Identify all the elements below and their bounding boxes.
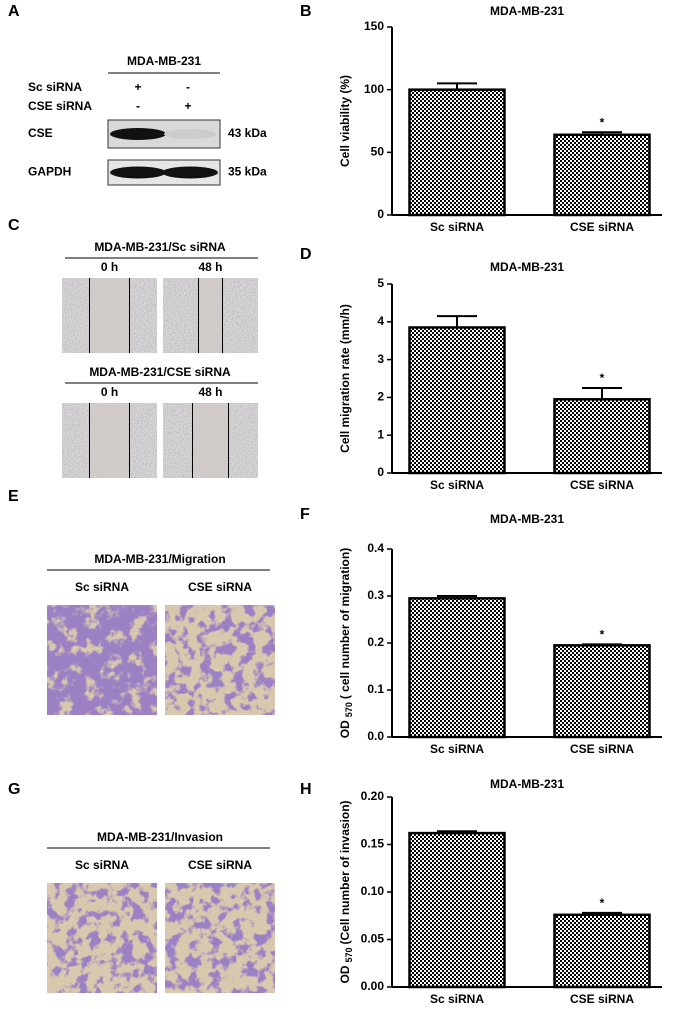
blot-band — [164, 129, 216, 139]
time-label: 48 h — [198, 385, 222, 399]
blot-band — [110, 128, 166, 140]
condition-label: Sc siRNA — [28, 80, 82, 94]
y-axis-label-part: OD — [338, 720, 352, 738]
group-title: MDA-MB-231/CSE siRNA — [89, 365, 231, 379]
group-label: Sc siRNA — [75, 580, 129, 594]
group-label: CSE siRNA — [188, 858, 252, 872]
y-tick-label: 0.05 — [361, 932, 385, 946]
x-tick-label: Sc siRNA — [430, 478, 484, 492]
y-tick-label: 0.2 — [367, 635, 384, 649]
y-axis-label: Cell viability (%) — [338, 75, 352, 167]
y-tick-label: 100 — [364, 82, 384, 96]
bar — [553, 133, 651, 217]
y-tick-label: 3 — [377, 352, 384, 366]
y-tick-label: 1 — [377, 427, 384, 441]
chart-title: MDA-MB-231 — [490, 777, 564, 791]
group-title: MDA-MB-231/Sc siRNA — [94, 240, 226, 254]
band-size: 43 kDa — [228, 126, 267, 140]
time-label: 0 h — [101, 385, 118, 399]
group-title: MDA-MB-231/Migration — [94, 552, 225, 566]
x-tick-label: Sc siRNA — [430, 992, 484, 1006]
y-tick-label: 0.10 — [361, 884, 385, 898]
x-tick-label: CSE siRNA — [570, 220, 634, 234]
y-axis-label: OD 570 ( cell number of migration) — [338, 548, 354, 738]
y-axis-label: OD 570 (Cell number of invasion) — [338, 800, 354, 983]
y-tick-label: 2 — [377, 390, 384, 404]
scratch-gap — [198, 278, 223, 353]
group-label: Sc siRNA — [75, 858, 129, 872]
panel-letter: E — [8, 488, 19, 505]
panel-letter: C — [8, 217, 20, 234]
significance-mark: * — [600, 896, 605, 910]
y-axis-label: Cell migration rate (mm/h) — [338, 304, 352, 453]
time-label: 0 h — [101, 260, 118, 274]
bar — [408, 326, 506, 475]
y-tick-label: 4 — [377, 314, 384, 328]
y-tick-label: 0 — [377, 465, 384, 479]
y-tick-label: 0.00 — [361, 979, 385, 993]
condition-mark: - — [136, 99, 140, 113]
y-tick-label: 0.3 — [367, 588, 384, 602]
x-tick-label: CSE siRNA — [570, 742, 634, 756]
condition-mark: - — [186, 80, 190, 94]
x-tick-label: CSE siRNA — [570, 992, 634, 1006]
band-label: GAPDH — [28, 165, 71, 179]
y-tick-label: 0 — [377, 207, 384, 221]
x-tick-label: Sc siRNA — [430, 742, 484, 756]
y-tick-label: 0.4 — [367, 541, 384, 555]
blot-band — [110, 166, 166, 179]
bar — [553, 644, 651, 739]
y-axis-label-part: ( cell number of migration) — [338, 548, 352, 699]
chart-title: MDA-MB-231 — [490, 4, 564, 18]
y-axis-label-part: (Cell number of invasion) — [338, 800, 352, 944]
bar — [408, 88, 506, 217]
significance-mark: * — [600, 628, 605, 642]
y-axis-label-part: OD — [338, 965, 352, 983]
time-label: 48 h — [198, 260, 222, 274]
blot-title: MDA-MB-231 — [127, 54, 201, 68]
y-axis-label-sub: 570 — [344, 947, 354, 962]
y-tick-label: 5 — [377, 276, 384, 290]
y-tick-label: 50 — [371, 145, 385, 159]
condition-label: CSE siRNA — [28, 99, 92, 113]
significance-mark: * — [600, 115, 605, 129]
scratch-gap — [89, 403, 130, 478]
bar — [408, 831, 506, 989]
panel-letter: A — [8, 3, 20, 20]
condition-mark: + — [184, 99, 191, 113]
scratch-gap — [89, 278, 130, 353]
chart-title: MDA-MB-231 — [490, 512, 564, 526]
transwell-cells — [47, 605, 157, 715]
group-label: CSE siRNA — [188, 580, 252, 594]
band-size: 35 kDa — [228, 165, 267, 179]
x-tick-label: CSE siRNA — [570, 478, 634, 492]
transwell-cells — [165, 605, 275, 715]
panel-letter: H — [300, 781, 312, 798]
condition-mark: + — [134, 80, 141, 94]
y-tick-label: 0.20 — [361, 789, 385, 803]
bar — [553, 398, 651, 475]
x-tick-label: Sc siRNA — [430, 220, 484, 234]
panel-letter: D — [300, 246, 312, 263]
y-tick-label: 0.1 — [367, 682, 384, 696]
bar — [408, 597, 506, 739]
band-label: CSE — [28, 126, 53, 140]
y-axis-label-sub: 570 — [344, 702, 354, 717]
group-title: MDA-MB-231/Invasion — [97, 830, 223, 844]
transwell-cells — [165, 883, 275, 993]
y-tick-label: 150 — [364, 19, 384, 33]
transwell-cells — [47, 883, 157, 993]
scratch-gap — [192, 403, 229, 478]
panel-letter: G — [8, 781, 20, 798]
y-tick-label: 0.0 — [367, 729, 384, 743]
chart-title: MDA-MB-231 — [490, 260, 564, 274]
blot-band — [162, 166, 218, 179]
panel-letter: F — [300, 506, 310, 523]
bar — [553, 913, 651, 989]
panel-letter: B — [300, 3, 312, 20]
significance-mark: * — [600, 371, 605, 385]
y-tick-label: 0.15 — [361, 837, 385, 851]
